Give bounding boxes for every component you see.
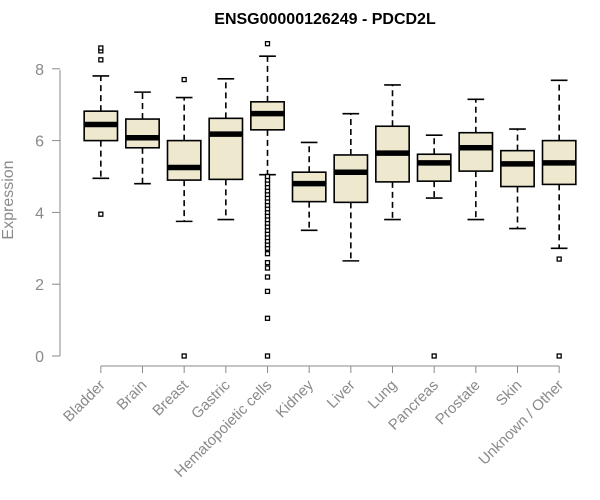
iqr-box [333, 154, 369, 204]
box-group [458, 98, 494, 221]
x-tick-label: Bladder [60, 377, 109, 426]
iqr-box [500, 149, 535, 188]
x-tick-label: Kidney [273, 376, 318, 421]
outlier-point [264, 41, 271, 47]
y-tick-label: 2 [35, 277, 44, 294]
chart-title: ENSG00000126249 - PDCD2L [214, 11, 436, 28]
y-axis-label: Expression [0, 160, 17, 239]
outlier-point [181, 76, 187, 83]
box-group [83, 45, 119, 217]
outlier-point [264, 260, 271, 266]
outlier-point [264, 274, 271, 280]
outlier-point [556, 256, 562, 262]
box-group [291, 141, 327, 232]
iqr-box [458, 131, 494, 172]
outlier-point [264, 288, 271, 295]
iqr-box [125, 118, 160, 149]
y-axis-ticks: 0 2 4 6 8 [35, 62, 60, 366]
outlier-point [181, 353, 187, 359]
box-group [541, 79, 577, 359]
outlier-point [264, 265, 271, 271]
iqr-box [416, 153, 452, 182]
box-group [333, 112, 369, 262]
outlier-point [98, 45, 104, 51]
box-group [208, 78, 244, 221]
box-series [83, 41, 577, 359]
y-tick-label: 0 [35, 349, 44, 366]
box-group [125, 91, 160, 185]
x-tick-label: Skin [493, 377, 526, 410]
iqr-box [166, 139, 202, 181]
x-tick-label: Liver [324, 377, 359, 412]
iqr-box [291, 171, 327, 203]
outlier-point [98, 57, 104, 63]
x-tick-label: Prostate [432, 377, 484, 429]
y-tick-label: 8 [35, 62, 44, 79]
x-tick-label: Lung [365, 377, 401, 413]
outlier-point [264, 315, 271, 321]
outlier-point [556, 353, 562, 359]
box-group [250, 41, 285, 359]
box-group [416, 134, 452, 359]
box-group [500, 128, 535, 230]
outlier-point [264, 353, 271, 359]
outlier-point [264, 173, 271, 180]
outlier-point [264, 251, 271, 257]
outlier-point [431, 353, 437, 359]
iqr-box [208, 117, 244, 181]
box-group [166, 76, 202, 359]
x-tick-label: Breast [149, 376, 192, 419]
x-tick-label: Brain [114, 377, 151, 414]
outlier-point [98, 211, 104, 217]
box-group [375, 84, 410, 221]
y-tick-label: 6 [35, 134, 44, 151]
y-tick-label: 4 [35, 205, 44, 222]
